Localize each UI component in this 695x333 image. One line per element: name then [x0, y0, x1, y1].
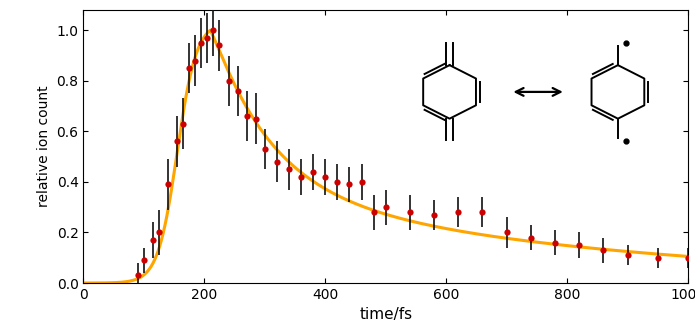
X-axis label: time/fs: time/fs: [359, 307, 412, 322]
Y-axis label: relative ion count: relative ion count: [37, 86, 51, 207]
